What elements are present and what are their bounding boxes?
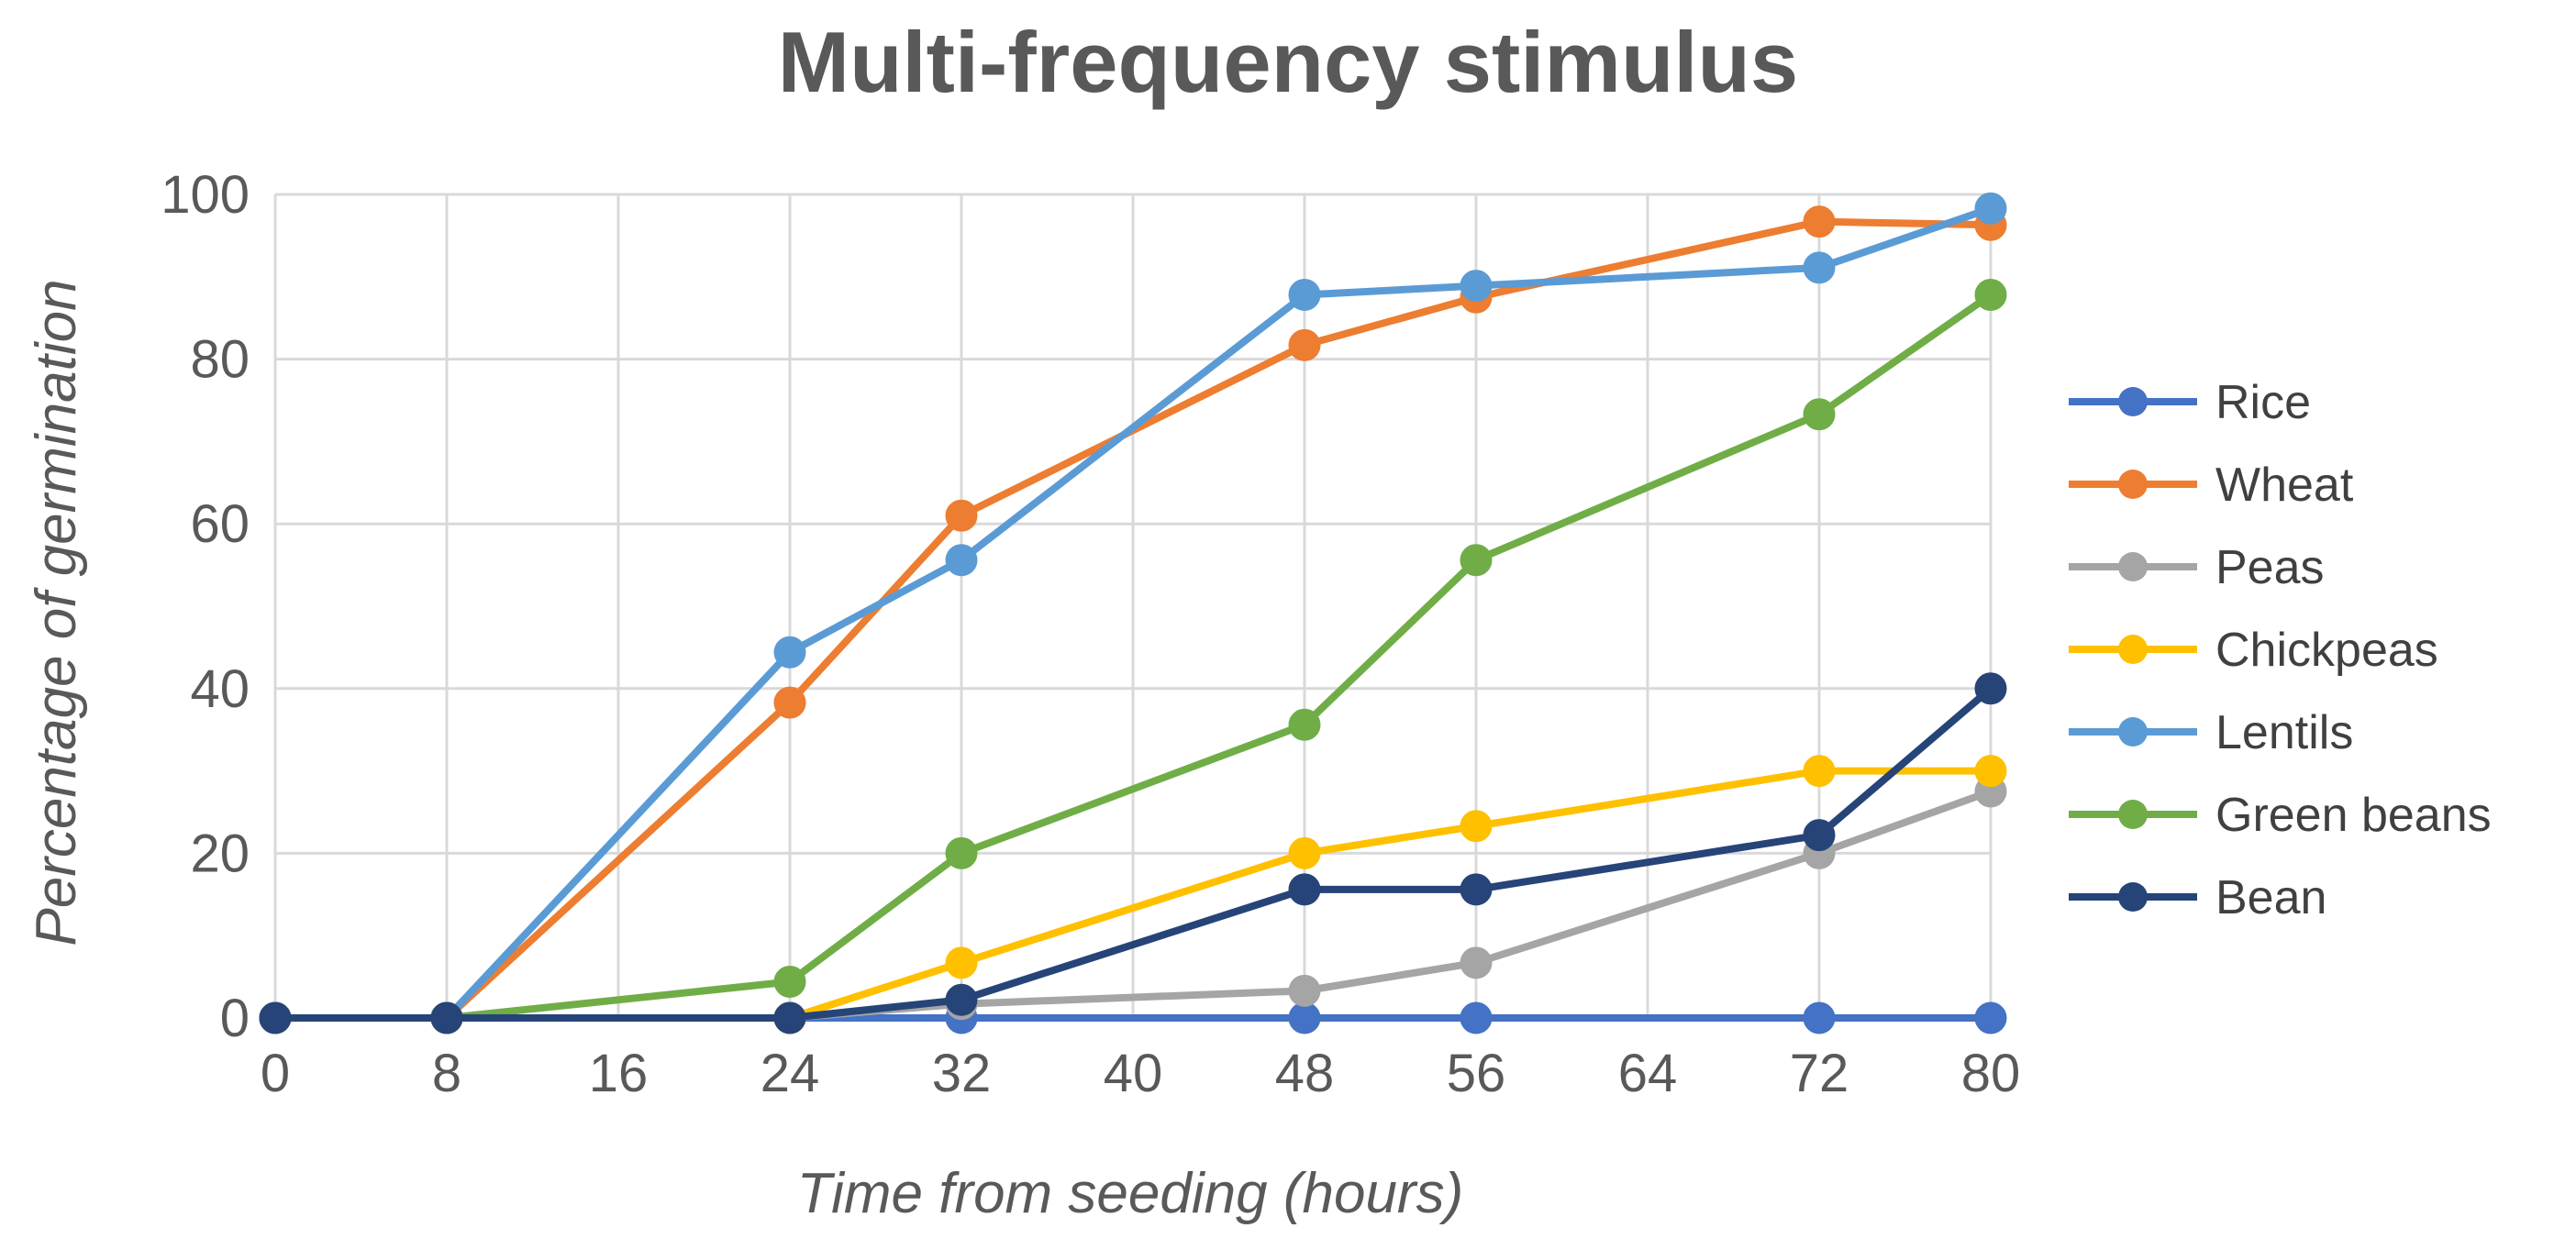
legend-label: Wheat (2215, 459, 2354, 512)
legend-label: Chickpeas (2215, 624, 2438, 677)
legend-entry-green-beans: Green beans (2069, 789, 2492, 842)
data-point-wheat (1803, 205, 1836, 238)
data-point-rice (1974, 1001, 2007, 1034)
y-tick-label: 60 (190, 494, 250, 554)
data-point-bean (1803, 819, 1836, 852)
legend-swatch-marker (2118, 800, 2148, 829)
legend-swatch-marker (2118, 387, 2148, 416)
data-point-bean (773, 1001, 806, 1034)
y-tick-label: 80 (190, 330, 250, 390)
x-axis-ticks: 0 8 16 24 32 40 48 56 64 72 80 (261, 1044, 2020, 1103)
x-tick-label: 56 (1447, 1044, 1506, 1103)
data-point-green-beans (773, 965, 806, 998)
legend: Rice Wheat Peas Chickpeas Lentils Green beans… (2069, 376, 2492, 924)
data-point-chickpeas (1288, 836, 1321, 869)
legend-swatch-marker (2118, 717, 2148, 747)
data-point-lentils (1803, 251, 1836, 284)
data-point-green-beans (1460, 544, 1493, 577)
data-point-bean (259, 1001, 292, 1034)
x-tick-label: 48 (1275, 1044, 1335, 1103)
data-point-green-beans (1974, 279, 2007, 312)
gridlines (273, 193, 1993, 1020)
data-point-lentils (1460, 270, 1493, 303)
series-line-bean (272, 684, 1994, 1022)
x-tick-label: 64 (1618, 1044, 1678, 1103)
data-point-chickpeas (1803, 755, 1836, 788)
x-tick-label: 24 (761, 1044, 820, 1103)
data-point-chickpeas (945, 946, 978, 979)
data-point-rice (1288, 1001, 1321, 1034)
y-tick-label: 100 (161, 165, 250, 225)
legend-entry-lentils: Lentils (2069, 706, 2353, 759)
x-tick-label: 16 (589, 1044, 649, 1103)
y-axis-ticks: 0 20 40 60 80 100 (161, 165, 250, 1048)
series-line-green-beans (272, 291, 1994, 1022)
data-point-peas (1460, 946, 1493, 979)
data-point-bean (1974, 672, 2007, 705)
y-axis-label: Percentage of germination (25, 279, 88, 946)
series-bean (259, 672, 2007, 1034)
x-tick-label: 0 (261, 1044, 290, 1103)
data-point-bean (945, 983, 978, 1016)
legend-swatch-marker (2118, 552, 2148, 581)
legend-label: Bean (2215, 871, 2326, 924)
legend-entry-chickpeas: Chickpeas (2069, 624, 2438, 677)
x-tick-label: 40 (1104, 1044, 1163, 1103)
data-point-lentils (1288, 279, 1321, 312)
legend-entry-bean: Bean (2069, 871, 2326, 924)
data-point-wheat (945, 499, 978, 532)
legend-entry-wheat: Wheat (2069, 459, 2354, 512)
series-line-lentils (272, 205, 1994, 1022)
data-point-wheat (773, 686, 806, 719)
y-tick-label: 0 (220, 989, 250, 1048)
data-point-wheat (1288, 328, 1321, 361)
legend-swatch-marker (2118, 470, 2148, 499)
data-point-lentils (945, 544, 978, 577)
data-point-green-beans (1803, 398, 1836, 431)
legend-label: Rice (2215, 376, 2311, 429)
chart-title: Multi-frequency stimulus (778, 14, 1798, 110)
data-point-rice (1803, 1001, 1836, 1034)
legend-swatch-marker (2118, 882, 2148, 912)
data-point-bean (1288, 873, 1321, 906)
legend-entry-peas: Peas (2069, 541, 2325, 594)
x-tick-label: 72 (1790, 1044, 1849, 1103)
legend-entry-rice: Rice (2069, 376, 2311, 429)
data-point-lentils (1974, 192, 2007, 225)
series-lines (259, 192, 2007, 1034)
data-point-bean (430, 1001, 463, 1034)
x-tick-label: 8 (432, 1044, 461, 1103)
data-point-lentils (773, 636, 806, 669)
data-point-chickpeas (1460, 810, 1493, 843)
data-point-green-beans (1288, 708, 1321, 741)
x-tick-label: 32 (932, 1044, 992, 1103)
x-tick-label: 80 (1961, 1044, 2021, 1103)
data-point-bean (1460, 873, 1493, 906)
y-tick-label: 20 (190, 824, 250, 883)
legend-label: Peas (2215, 541, 2325, 594)
data-point-green-beans (945, 836, 978, 869)
legend-label: Green beans (2215, 789, 2492, 842)
legend-label: Lentils (2215, 706, 2353, 759)
legend-swatch-marker (2118, 635, 2148, 664)
data-point-chickpeas (1974, 755, 2007, 788)
data-point-rice (1460, 1001, 1493, 1034)
x-axis-label: Time from seeding (hours) (797, 1162, 1463, 1225)
y-tick-label: 40 (190, 659, 250, 719)
data-point-peas (1288, 974, 1321, 1007)
